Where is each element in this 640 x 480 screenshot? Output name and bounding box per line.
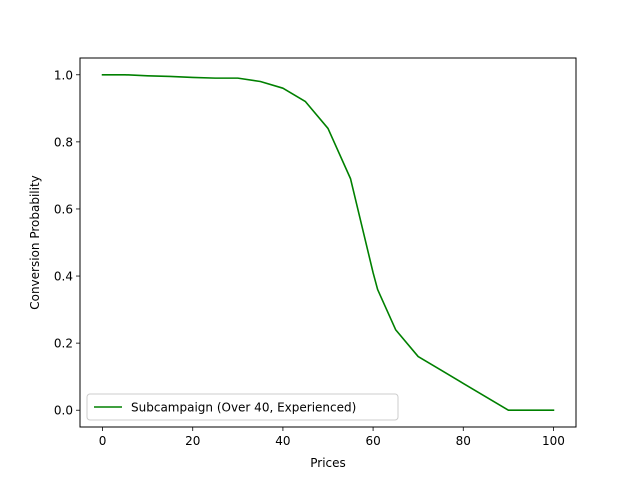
x-axis-ticks: 0 20 40 60 80 100 — [99, 427, 565, 448]
x-tick-label: 80 — [456, 434, 471, 448]
y-axis-ticks: 0.0 0.2 0.4 0.6 0.8 1.0 — [54, 68, 80, 418]
legend-label: Subcampaign (Over 40, Experienced) — [131, 401, 356, 415]
y-tick-label: 1.0 — [54, 68, 73, 82]
y-tick-label: 0.0 — [54, 404, 73, 418]
x-tick-label: 20 — [185, 434, 200, 448]
x-axis-label: Prices — [310, 456, 346, 470]
y-tick-label: 0.4 — [54, 270, 73, 284]
y-tick-label: 0.2 — [54, 337, 73, 351]
x-tick-label: 0 — [99, 434, 107, 448]
series-layer — [101, 73, 555, 412]
x-tick-label: 100 — [542, 434, 565, 448]
y-tick-label: 0.6 — [54, 202, 73, 216]
legend-box — [86, 393, 399, 421]
plot-area-frame — [79, 57, 577, 428]
y-tick-label: 0.8 — [54, 135, 73, 149]
legend: Subcampaign (Over 40, Experienced) — [86, 393, 399, 421]
x-tick-label: 40 — [275, 434, 290, 448]
y-axis-label: Conversion Probability — [28, 175, 42, 310]
series-line — [101, 73, 555, 412]
x-tick-label: 60 — [365, 434, 380, 448]
